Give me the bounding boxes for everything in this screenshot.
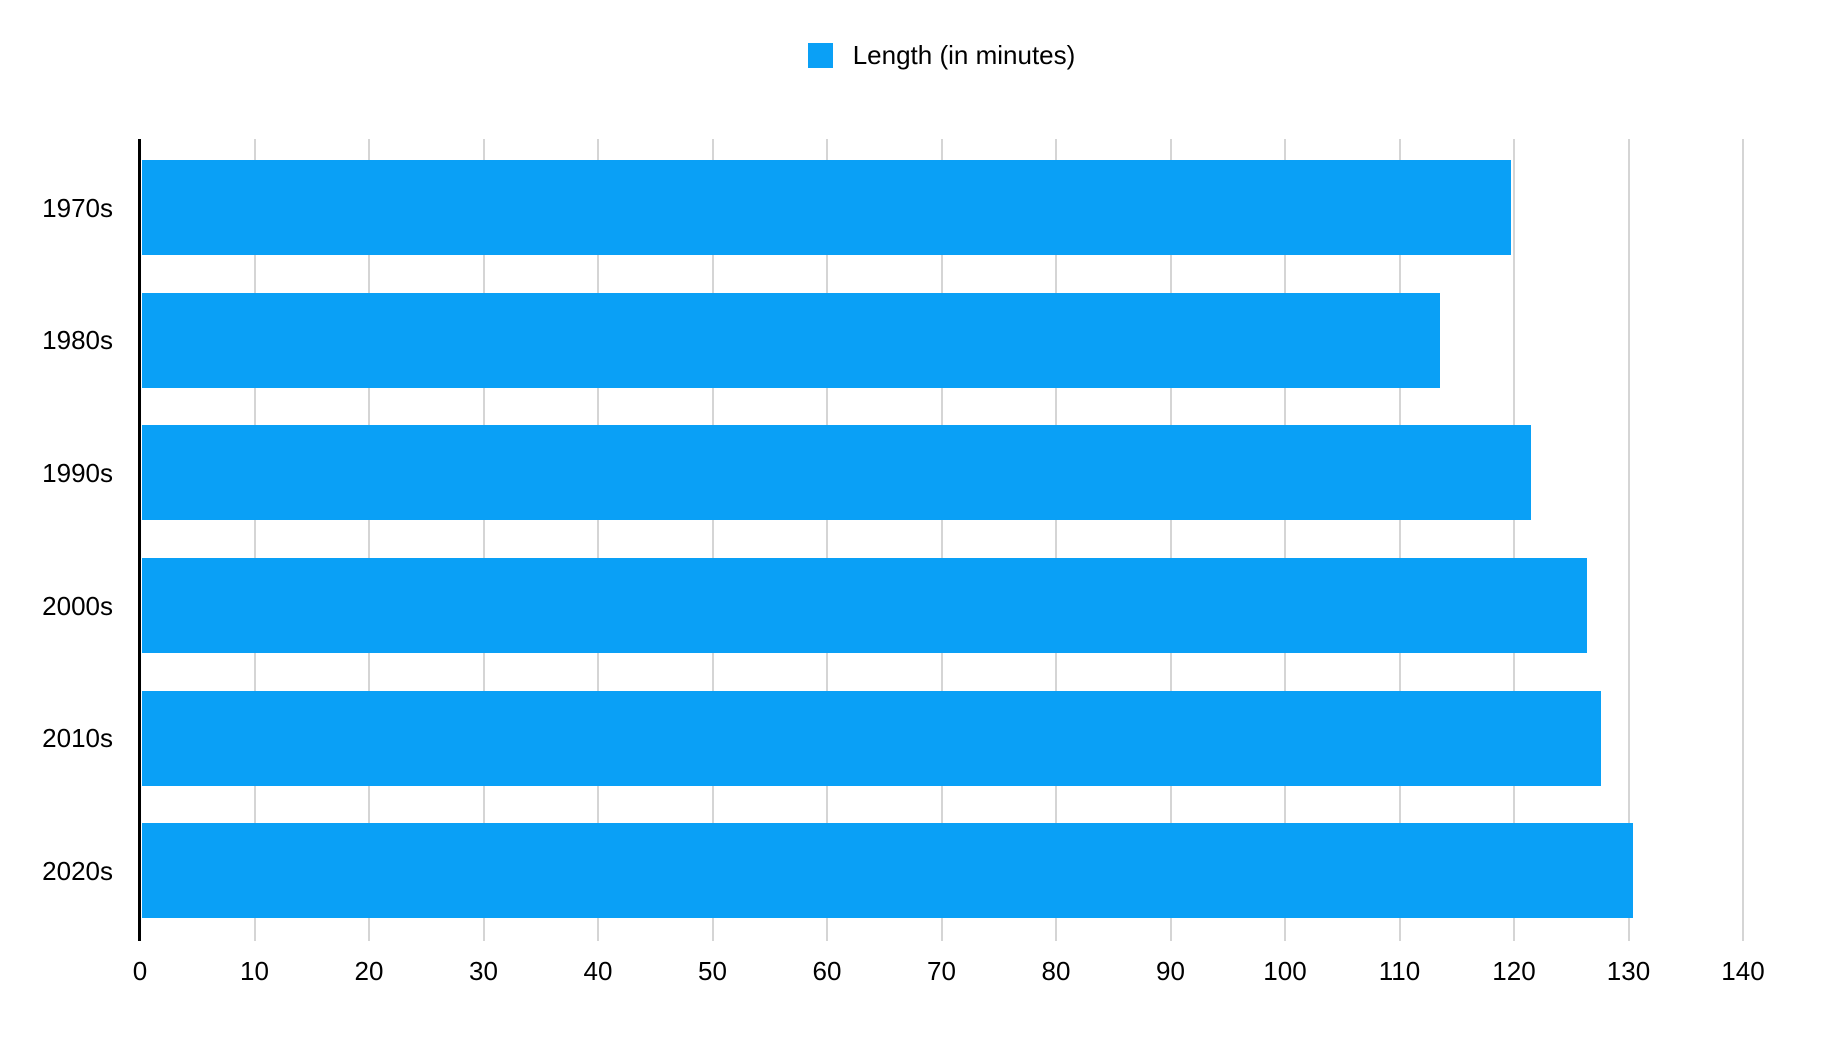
gridline (1742, 139, 1744, 941)
category-label: 1970s (42, 192, 113, 223)
gridline (940, 139, 943, 941)
x-tick-label: 70 (927, 956, 956, 986)
legend-label: Length (in minutes) (852, 40, 1076, 70)
gridline (597, 139, 599, 941)
x-tick-label: 40 (583, 956, 613, 986)
gridline (1055, 139, 1057, 941)
legend: Length (in minutes) (140, 42, 1743, 68)
category-label: 2010s (42, 723, 113, 754)
category-label: 2020s (42, 855, 113, 886)
x-tick-label: 120 (1492, 956, 1536, 986)
category-label: 1990s (42, 457, 113, 488)
category-label: 2000s (42, 590, 113, 621)
x-tick-label: 130 (1606, 956, 1651, 986)
bar-1990s (142, 425, 1531, 521)
x-tick-label: 140 (1721, 956, 1765, 986)
category-label: 1980s (42, 325, 113, 356)
legend-swatch (807, 42, 833, 68)
x-tick-label: 110 (1378, 956, 1421, 986)
gridline (1284, 139, 1286, 941)
y-axis-line (138, 139, 141, 941)
gridline (1513, 139, 1515, 941)
gridline (711, 139, 714, 941)
gridline (1169, 139, 1172, 941)
gridline (1398, 139, 1401, 941)
plot-area (140, 139, 1750, 941)
bar-2010s (142, 690, 1601, 786)
x-tick-label: 80 (1041, 956, 1071, 986)
gridline (482, 139, 485, 941)
gridline (253, 139, 256, 941)
x-tick-label: 50 (698, 956, 727, 986)
gridline (826, 139, 828, 941)
x-tick-label: 10 (240, 956, 269, 986)
bar-2000s (142, 558, 1587, 653)
gridline (368, 139, 370, 941)
x-tick-label: 60 (812, 956, 842, 986)
bar-1980s (142, 292, 1441, 388)
x-tick-label: 100 (1263, 956, 1307, 986)
x-tick-label: 30 (469, 956, 498, 986)
bar-1970s (142, 160, 1512, 255)
bar-2020s (142, 823, 1633, 919)
x-tick-label: 90 (1156, 956, 1185, 986)
x-tick-label: 20 (354, 956, 384, 986)
x-tick-label: 0 (132, 956, 148, 986)
gridline (1627, 139, 1630, 941)
